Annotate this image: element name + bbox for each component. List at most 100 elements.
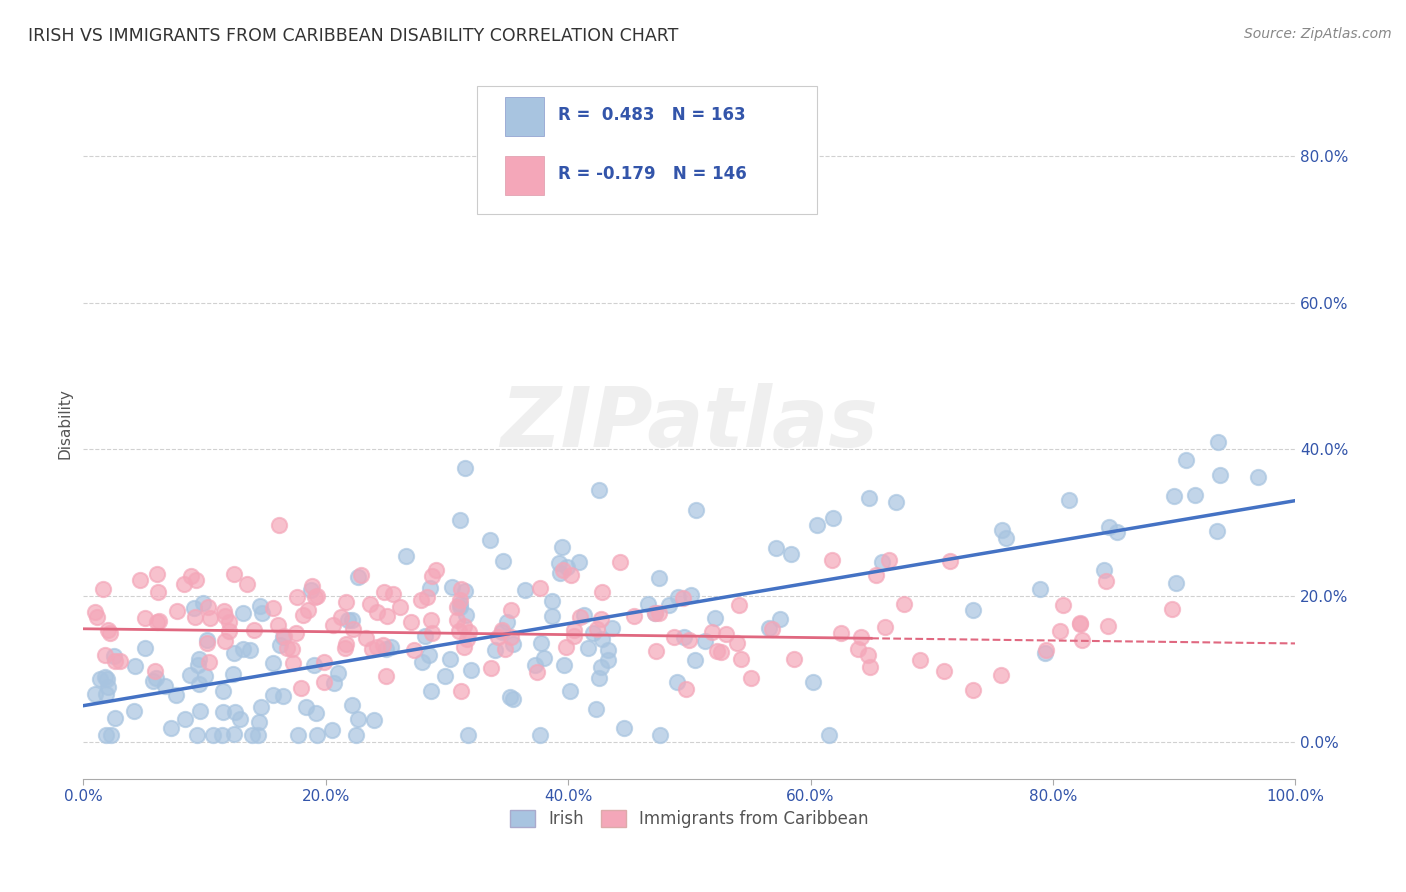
Point (725, 636, 748, 650)
Point (560, 567, 582, 582)
Point (198, 610, 221, 624)
Point (591, 584, 613, 599)
Point (94, 687, 117, 701)
Point (359, 597, 381, 611)
Point (416, 591, 439, 605)
Point (1069, 616, 1091, 631)
Point (496, 615, 519, 629)
Point (932, 664, 955, 678)
Point (446, 600, 468, 615)
Point (165, 689, 187, 703)
Point (589, 612, 612, 626)
Point (588, 483, 610, 497)
Point (193, 596, 215, 610)
Point (329, 610, 352, 624)
Point (449, 593, 471, 607)
Point (184, 573, 207, 587)
Point (375, 609, 398, 624)
Point (96, 728, 118, 742)
Point (1175, 452, 1198, 467)
Point (859, 659, 882, 673)
Point (422, 569, 444, 583)
Point (555, 640, 578, 654)
Point (160, 721, 183, 735)
Point (221, 667, 243, 681)
Point (342, 614, 364, 628)
Point (502, 637, 524, 651)
Point (307, 589, 329, 603)
Point (740, 671, 762, 685)
Point (479, 661, 502, 675)
Point (271, 630, 294, 644)
Point (285, 625, 308, 640)
Point (100, 728, 122, 742)
Point (1092, 563, 1115, 577)
Point (547, 556, 569, 570)
Legend: Irish, Immigrants from Caribbean: Irish, Immigrants from Caribbean (503, 803, 876, 835)
Point (212, 706, 235, 720)
Point (870, 555, 893, 569)
Point (195, 635, 218, 649)
Point (582, 626, 605, 640)
Point (271, 689, 294, 703)
Point (502, 691, 524, 706)
Point (598, 653, 620, 667)
Point (886, 494, 908, 508)
Point (419, 581, 441, 595)
Point (302, 658, 325, 673)
Point (145, 567, 167, 582)
Point (456, 632, 478, 646)
Point (187, 651, 209, 665)
Point (875, 620, 897, 634)
Point (457, 624, 479, 639)
Point (1029, 582, 1052, 597)
Point (262, 656, 284, 670)
Point (93, 670, 115, 684)
Point (224, 705, 246, 719)
Point (1071, 632, 1094, 647)
Point (304, 590, 326, 604)
Point (389, 600, 412, 615)
FancyBboxPatch shape (505, 156, 544, 195)
Point (765, 541, 787, 555)
Point (499, 630, 522, 644)
Point (990, 668, 1012, 682)
Point (326, 665, 349, 680)
Point (1107, 525, 1129, 540)
Point (576, 640, 599, 655)
Point (666, 590, 689, 604)
Point (214, 634, 236, 648)
Point (145, 671, 167, 685)
Point (1209, 468, 1232, 483)
Point (758, 621, 780, 635)
Point (457, 728, 479, 742)
Point (212, 604, 235, 618)
Point (450, 582, 472, 596)
Point (180, 569, 202, 583)
Point (449, 513, 471, 527)
Point (153, 679, 176, 693)
Point (817, 728, 839, 742)
Point (146, 615, 169, 630)
Point (683, 653, 706, 667)
Point (262, 600, 284, 615)
Point (214, 608, 236, 623)
Point (1059, 493, 1081, 508)
Point (706, 644, 728, 658)
Point (572, 607, 595, 622)
Point (801, 674, 824, 689)
Point (609, 555, 631, 569)
Point (236, 577, 259, 591)
Point (323, 676, 346, 690)
Point (411, 655, 433, 669)
Point (314, 674, 336, 689)
Point (246, 728, 269, 742)
Point (623, 609, 645, 624)
Point (198, 656, 221, 670)
Point (645, 644, 668, 658)
Point (1184, 488, 1206, 502)
Point (401, 615, 423, 630)
Point (962, 602, 984, 616)
Point (413, 629, 436, 643)
Point (224, 646, 246, 660)
